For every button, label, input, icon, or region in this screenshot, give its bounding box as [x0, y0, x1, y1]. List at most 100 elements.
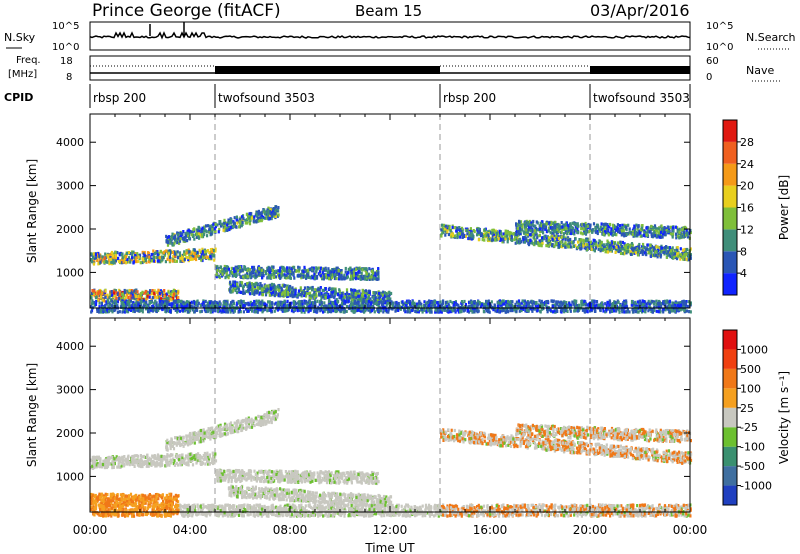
- scatter-cell: [506, 229, 509, 233]
- scatter-cell: [600, 248, 603, 252]
- scatter-cell: [90, 252, 93, 256]
- scatter-cell: [481, 238, 484, 242]
- scatter-cell: [349, 270, 352, 274]
- scatter-cell: [274, 289, 277, 293]
- scatter-cell: [543, 235, 546, 239]
- scatter-cell: [97, 262, 100, 266]
- scatter-cell: [111, 260, 114, 264]
- scatter-cell: [550, 235, 553, 239]
- scatter-cell: [155, 301, 158, 305]
- scatter-cell: [669, 252, 673, 256]
- scatter-cell: [293, 265, 296, 269]
- scatter-cell: [361, 288, 364, 292]
- scatter-cell: [104, 293, 107, 297]
- scatter-cell: [669, 232, 672, 236]
- scatter-cell: [564, 237, 567, 242]
- scatter-cell: [243, 291, 246, 295]
- scatter-cell: [271, 214, 274, 218]
- scatter-cell: [648, 251, 652, 255]
- scatter-cell: [214, 222, 217, 226]
- scatter-cell: [650, 232, 653, 236]
- scatter-cell: [457, 303, 460, 307]
- scatter-cell: [120, 259, 123, 263]
- scatter-cell: [227, 225, 230, 229]
- scatter-cell: [333, 268, 336, 272]
- scatter-cell: [294, 300, 297, 304]
- scatter-cell: [571, 221, 574, 225]
- scatter-cell: [280, 286, 283, 290]
- scatter-cell: [311, 276, 314, 280]
- scatter-cell: [239, 265, 242, 269]
- scatter-cell: [137, 294, 140, 298]
- scatter-cell: [313, 293, 316, 297]
- scatter-cell: [551, 226, 554, 230]
- scatter-cell: [201, 250, 204, 254]
- scatter-cell: [195, 250, 198, 254]
- scatter-cell: [545, 222, 548, 226]
- scatter-cell: [285, 276, 288, 280]
- scatter-cell: [272, 286, 275, 290]
- scatter-cell: [598, 228, 601, 232]
- scatter-cell: [629, 244, 632, 248]
- scatter-cell: [305, 276, 308, 280]
- scatter-cell: [104, 289, 107, 293]
- scatter-cell: [543, 300, 547, 304]
- scatter-cell: [248, 216, 251, 220]
- scatter-cell: [557, 222, 560, 227]
- scatter-cell: [171, 232, 174, 236]
- scatter-cell: [108, 262, 111, 266]
- scatter-cell: [581, 232, 584, 236]
- scatter-cell: [91, 291, 94, 295]
- scatter-cell: [314, 288, 317, 292]
- scatter-cell: [187, 231, 190, 235]
- scatter-cell: [566, 309, 569, 313]
- scatter-cell: [519, 227, 522, 231]
- scatter-cell: [394, 309, 397, 313]
- scatter-cell: [164, 293, 167, 297]
- scatter-cell: [118, 296, 121, 300]
- scatter-cell: [261, 288, 264, 292]
- scatter-cell: [150, 292, 153, 296]
- scatter-cell: [364, 297, 368, 301]
- scatter-cell: [101, 298, 104, 302]
- scatter-cell: [206, 255, 209, 259]
- scatter-cell: [199, 255, 202, 259]
- scatter-cell: [373, 291, 376, 295]
- scatter-cell: [171, 250, 174, 254]
- scatter-cell: [368, 275, 371, 279]
- scatter-cell: [674, 301, 677, 305]
- scatter-cell: [685, 226, 688, 230]
- scatter-cell: [115, 291, 118, 295]
- scatter-cell: [132, 250, 135, 254]
- scatter-cell: [659, 245, 662, 249]
- scatter-cell: [547, 244, 550, 248]
- scatter-cell: [186, 239, 189, 243]
- scatter-cell: [539, 227, 542, 231]
- scatter-cell: [323, 276, 326, 280]
- scatter-cell: [324, 268, 328, 272]
- scatter-cell: [192, 250, 195, 254]
- scatter-cell: [166, 243, 170, 247]
- scatter-cell: [600, 222, 603, 226]
- scatter-cell: [582, 231, 585, 235]
- scatter-cell: [237, 287, 240, 291]
- scatter-cell: [527, 243, 531, 247]
- scatter-cell: [338, 272, 341, 276]
- scatter-cell: [313, 291, 316, 295]
- scatter-cell: [279, 276, 282, 280]
- scatter-cell: [662, 250, 665, 254]
- scatter-cell: [126, 289, 129, 293]
- scatter-cell: [649, 254, 652, 258]
- scatter-cell: [558, 226, 561, 230]
- scatter-cell: [292, 290, 295, 294]
- scatter-cell: [291, 292, 294, 296]
- scatter-cell: [178, 239, 182, 243]
- scatter-cell: [233, 285, 236, 289]
- scatter-cell: [359, 294, 362, 298]
- scatter-cell: [277, 206, 280, 210]
- scatter-cell: [560, 240, 563, 244]
- scatter-cell: [169, 290, 173, 294]
- scatter-cell: [302, 270, 305, 274]
- scatter-cell: [473, 229, 476, 234]
- scatter-cell: [160, 303, 163, 307]
